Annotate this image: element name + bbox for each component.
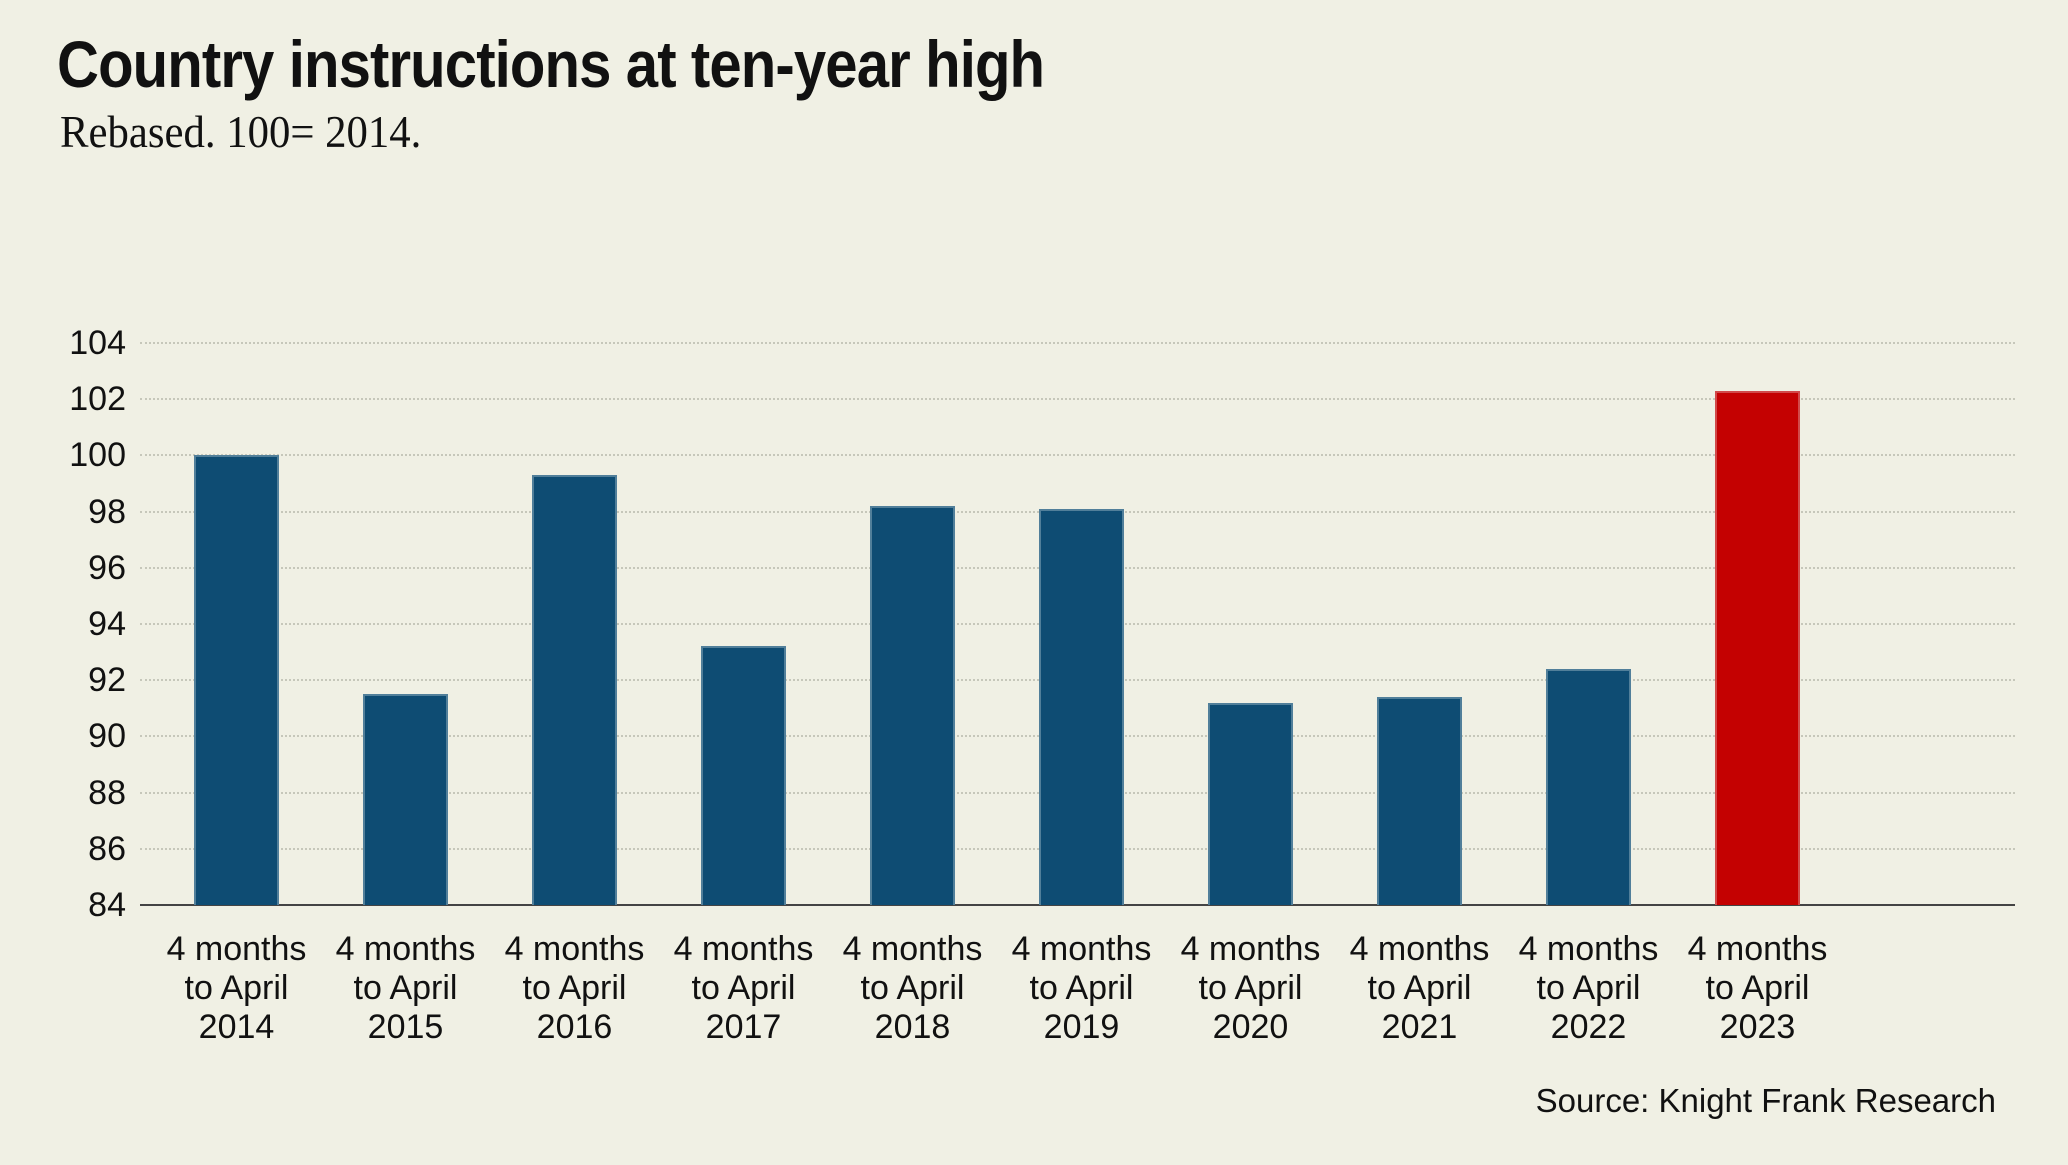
y-tick-label: 94 <box>88 605 126 643</box>
bar-2016 <box>532 475 617 905</box>
bar-2022 <box>1546 668 1631 905</box>
x-tick-line: 4 months <box>1687 930 1828 968</box>
y-tick-label: 98 <box>88 492 126 531</box>
x-tick-line: 4 months <box>504 930 645 968</box>
x-tick-line: 4 months <box>1349 930 1490 968</box>
y-tick-label: 96 <box>88 548 126 587</box>
y-tick-label: 88 <box>88 773 126 812</box>
x-tick-line: 4 months <box>673 930 814 968</box>
x-tick-line: 2015 <box>367 1008 444 1046</box>
x-tick-line: 2016 <box>536 1008 613 1046</box>
x-tick-line: 4 months <box>166 930 307 968</box>
x-tick-line: to April <box>353 969 458 1007</box>
bar-2017 <box>701 646 786 905</box>
x-tick-label: 4 months to April 2019 <box>997 930 1166 1047</box>
x-tick-line: to April <box>1029 969 1134 1007</box>
x-tick-line: 4 months <box>842 930 983 968</box>
x-tick-line: 4 months <box>335 930 476 968</box>
bar-2014 <box>194 455 279 905</box>
x-tick-label: 4 months to April 2017 <box>659 930 828 1047</box>
y-tick-label: 104 <box>69 324 126 362</box>
x-tick-line: to April <box>522 969 627 1007</box>
x-tick-label: 4 months to April 2022 <box>1504 930 1673 1047</box>
x-tick-label: 4 months to April 2023 <box>1673 930 1842 1047</box>
bar-2023 <box>1715 390 1800 905</box>
x-tick-line: 2021 <box>1381 1008 1458 1046</box>
chart-subtitle: Rebased. 100= 2014. <box>60 107 422 157</box>
x-tick-line: to April <box>1705 969 1810 1007</box>
x-axis-line <box>140 904 2015 906</box>
bar-2021 <box>1377 697 1462 905</box>
y-tick-label: 90 <box>88 717 126 756</box>
chart-title: Country instructions at ten-year high <box>57 27 1045 101</box>
y-tick-label: 102 <box>69 380 126 419</box>
source-credit: Source: Knight Frank Research <box>1535 1082 1996 1119</box>
x-tick-line: 2018 <box>874 1008 951 1046</box>
x-tick-label: 4 months to April 2015 <box>321 930 490 1047</box>
x-tick-label: 4 months to April 2020 <box>1166 930 1335 1047</box>
x-tick-label: 4 months to April 2018 <box>828 930 997 1047</box>
x-tick-line: 2019 <box>1043 1008 1120 1046</box>
bar-2018 <box>870 505 955 905</box>
x-tick-line: 2014 <box>198 1008 275 1046</box>
y-tick-label: 100 <box>69 436 126 475</box>
x-tick-line: 2020 <box>1212 1008 1289 1046</box>
x-tick-label: 4 months to April 2014 <box>152 930 321 1047</box>
gridline <box>140 342 2015 344</box>
x-tick-label: 4 months to April 2021 <box>1335 930 1504 1047</box>
x-tick-line: to April <box>1367 969 1472 1007</box>
x-tick-line: 2017 <box>705 1008 782 1046</box>
bar-2019 <box>1039 508 1124 905</box>
y-tick-label: 86 <box>88 829 126 868</box>
x-tick-line: 4 months <box>1180 930 1321 968</box>
x-tick-line: 2022 <box>1550 1008 1627 1046</box>
bar-2020 <box>1208 702 1293 905</box>
x-tick-line: to April <box>691 969 796 1007</box>
x-tick-line: to April <box>860 969 965 1007</box>
x-tick-line: 4 months <box>1011 930 1152 968</box>
x-tick-line: 2023 <box>1719 1008 1796 1046</box>
x-tick-line: 4 months <box>1518 930 1659 968</box>
bar-2015 <box>363 694 448 905</box>
gridline <box>140 398 2015 401</box>
x-tick-line: to April <box>1198 969 1303 1007</box>
x-tick-label: 4 months to April 2016 <box>490 930 659 1047</box>
y-tick-label: 84 <box>88 886 126 924</box>
x-tick-line: to April <box>184 969 289 1007</box>
x-tick-line: to April <box>1536 969 1641 1007</box>
gridline <box>140 454 2015 457</box>
y-tick-label: 92 <box>88 661 126 700</box>
